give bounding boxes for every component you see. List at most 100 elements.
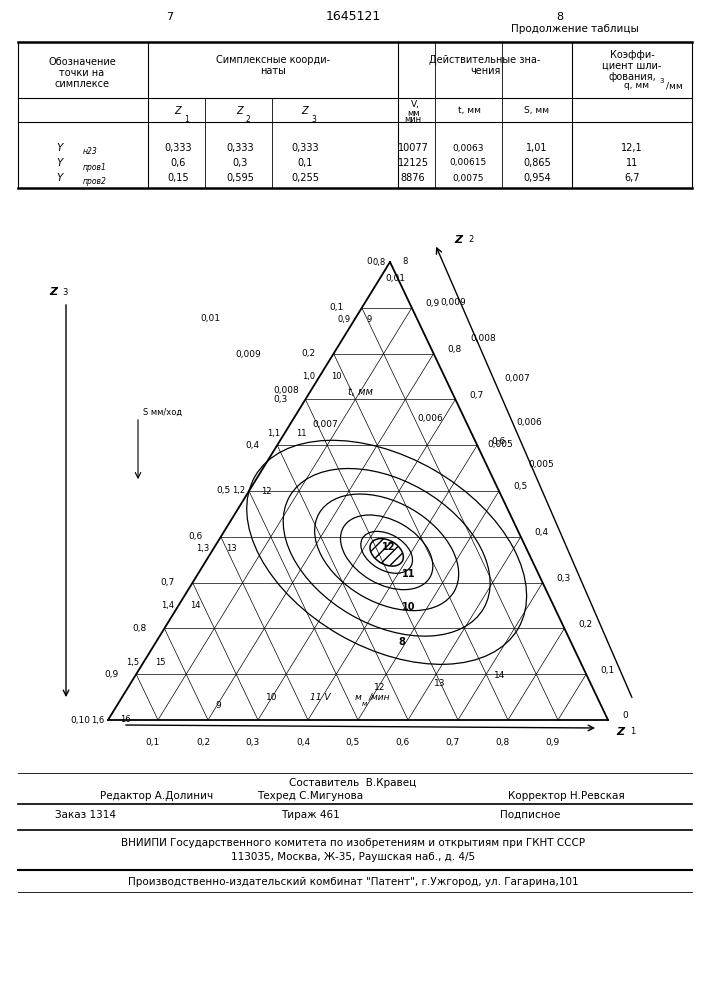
Text: 0,6: 0,6 (189, 532, 203, 541)
Text: 0,8: 0,8 (448, 345, 462, 354)
Text: 0,7: 0,7 (446, 738, 460, 747)
Text: 0,005: 0,005 (487, 440, 513, 450)
Text: Обозначение: Обозначение (48, 57, 116, 67)
Text: 12: 12 (382, 542, 395, 552)
Text: пров1: пров1 (83, 162, 107, 172)
Text: 0,00615: 0,00615 (450, 158, 486, 167)
Text: 0,255: 0,255 (291, 173, 319, 183)
Text: q, мм: q, мм (624, 82, 649, 91)
Text: 8876: 8876 (401, 173, 426, 183)
Text: 0,7: 0,7 (160, 578, 175, 587)
Text: 3: 3 (311, 115, 316, 124)
Text: Корректор Н.Ревская: Корректор Н.Ревская (508, 791, 625, 801)
Text: 0,6: 0,6 (491, 437, 506, 446)
Text: 12,1: 12,1 (621, 143, 643, 153)
Text: 0,0075: 0,0075 (452, 174, 484, 182)
Text: Z: Z (49, 287, 57, 297)
Text: 0,9: 0,9 (338, 315, 351, 324)
Text: 0,10: 0,10 (70, 716, 90, 724)
Text: 14: 14 (494, 670, 506, 680)
Text: Коэффи-: Коэффи- (609, 50, 655, 60)
Text: 113035, Москва, Ж-35, Раушская наб., д. 4/5: 113035, Москва, Ж-35, Раушская наб., д. … (231, 852, 475, 862)
Text: н23: н23 (83, 147, 98, 156)
Text: 0,008: 0,008 (470, 334, 496, 342)
Text: Z: Z (175, 106, 181, 116)
Text: 1,4: 1,4 (161, 601, 175, 610)
Text: 11: 11 (296, 429, 307, 438)
Text: 1,2: 1,2 (232, 487, 245, 495)
Text: S мм/ход: S мм/ход (143, 408, 182, 416)
Text: 0,4: 0,4 (534, 528, 549, 537)
Text: 1,6: 1,6 (90, 716, 104, 724)
Text: 2: 2 (246, 115, 251, 124)
Text: Заказ 1314: Заказ 1314 (55, 810, 116, 820)
Text: 0,5: 0,5 (346, 738, 360, 747)
Text: 15: 15 (156, 658, 165, 667)
Text: 0,3: 0,3 (556, 574, 571, 583)
Text: 0,1: 0,1 (146, 738, 160, 747)
Text: циент шли-: циент шли- (602, 61, 662, 71)
Text: м: м (362, 701, 367, 707)
Text: 0,3: 0,3 (246, 738, 260, 747)
Text: Действительные зна-: Действительные зна- (429, 55, 541, 65)
Text: 0,2: 0,2 (196, 738, 210, 747)
Text: /мм: /мм (666, 82, 683, 91)
Text: 8: 8 (398, 637, 405, 647)
Text: Y: Y (57, 158, 63, 168)
Text: 12125: 12125 (397, 158, 428, 168)
Text: 10: 10 (402, 602, 416, 612)
Text: 0,9: 0,9 (426, 299, 440, 308)
Text: 13: 13 (434, 678, 445, 688)
Text: 11: 11 (402, 569, 416, 579)
Text: t, мм: t, мм (459, 106, 481, 115)
Text: 16: 16 (120, 716, 131, 724)
Text: 1,01: 1,01 (526, 143, 548, 153)
Text: 0,5: 0,5 (217, 487, 231, 495)
Text: Z: Z (237, 106, 243, 116)
Text: 1: 1 (630, 727, 636, 736)
Text: 0,5: 0,5 (513, 483, 527, 491)
Text: /мин: /мин (369, 692, 390, 702)
Text: Z: Z (616, 727, 624, 737)
Text: точки на: точки на (59, 68, 105, 78)
Text: 12: 12 (261, 487, 271, 495)
Text: 0,005: 0,005 (528, 460, 554, 470)
Text: 1645121: 1645121 (325, 10, 380, 23)
Text: 0,9: 0,9 (104, 670, 118, 679)
Text: м: м (355, 692, 362, 702)
Text: Составитель  В.Кравец: Составитель В.Кравец (289, 778, 416, 788)
Text: S, мм: S, мм (525, 106, 549, 115)
Text: 0,2: 0,2 (301, 349, 315, 358)
Text: 0,007: 0,007 (312, 420, 338, 430)
Text: Продолжение таблицы: Продолжение таблицы (511, 24, 639, 34)
Text: мин: мин (404, 115, 421, 124)
Text: 0,1: 0,1 (329, 303, 344, 312)
Text: V,: V, (411, 101, 419, 109)
Text: 0,006: 0,006 (516, 418, 542, 426)
Text: 0,865: 0,865 (523, 158, 551, 168)
Text: 3: 3 (62, 288, 67, 297)
Text: 10: 10 (332, 372, 342, 381)
Text: 0,9: 0,9 (546, 738, 560, 747)
Text: 1,1: 1,1 (267, 429, 280, 438)
Text: 0: 0 (366, 257, 372, 266)
Text: 8: 8 (556, 12, 563, 22)
Text: 1: 1 (184, 115, 189, 124)
Text: 10077: 10077 (397, 143, 428, 153)
Text: Y: Y (57, 173, 63, 183)
Text: Производственно-издательский комбинат "Патент", г.Ужгород, ул. Гагарина,101: Производственно-издательский комбинат "П… (128, 877, 578, 887)
Text: 0,0063: 0,0063 (452, 143, 484, 152)
Text: 0,008: 0,008 (273, 385, 299, 394)
Text: 0,595: 0,595 (226, 173, 254, 183)
Text: 0,007: 0,007 (504, 373, 530, 382)
Text: 1,5: 1,5 (126, 658, 139, 667)
Text: 0,4: 0,4 (245, 441, 259, 450)
Text: Редактор А.Долинич: Редактор А.Долинич (100, 791, 213, 801)
Text: Симплексные коорди-: Симплексные коорди- (216, 55, 330, 65)
Text: 0,7: 0,7 (469, 391, 484, 400)
Text: 0,6: 0,6 (170, 158, 186, 168)
Ellipse shape (370, 539, 404, 566)
Text: мм: мм (407, 108, 419, 117)
Text: 1,0: 1,0 (303, 372, 315, 381)
Text: 0,1: 0,1 (600, 666, 614, 675)
